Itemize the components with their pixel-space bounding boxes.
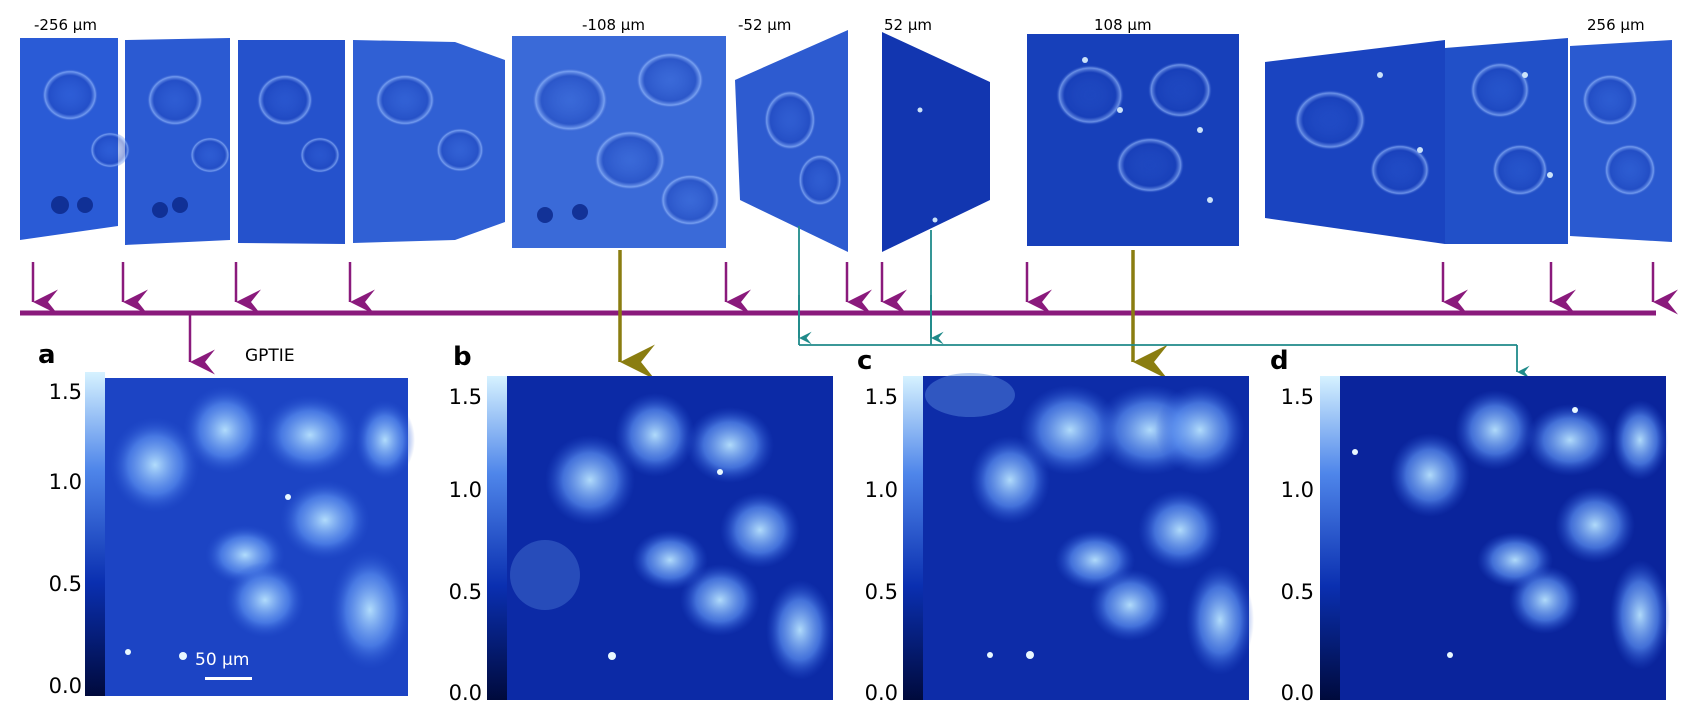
colorbar-tick: 0.0 <box>448 681 482 705</box>
panel-letter-c: c <box>857 346 873 376</box>
colorbar-tick: 0.0 <box>864 681 898 705</box>
depth-label: 108 µm <box>1094 16 1152 34</box>
intensity-stack <box>20 30 1672 252</box>
depth-label: -256 µm <box>34 16 97 34</box>
panel-letter-a: a <box>38 340 56 370</box>
colorbar-tick: 0.0 <box>48 674 82 698</box>
colorbar-tick: 0.5 <box>864 580 898 604</box>
depth-label: 52 µm <box>884 16 933 34</box>
olive-arrows <box>618 250 1168 380</box>
depth-label: -108 µm <box>582 16 645 34</box>
colorbar-tick: 1.5 <box>864 385 898 409</box>
stack-image-8 <box>1027 34 1239 246</box>
teal-arrows <box>798 226 1530 379</box>
colorbar-tick: 0.5 <box>48 572 82 596</box>
colorbar-c <box>903 376 923 700</box>
colorbar-d <box>1320 376 1340 700</box>
colorbar-tick: 1.0 <box>1280 478 1314 502</box>
scale-bar <box>205 677 252 680</box>
depth-label: -52 µm <box>738 16 792 34</box>
colorbar-tick: 1.0 <box>48 470 82 494</box>
stack-image-7 <box>882 32 990 252</box>
colorbar-tick: 1.5 <box>1280 385 1314 409</box>
panel-letter-d: d <box>1270 346 1289 376</box>
method-label-a: GPTIE <box>245 346 295 366</box>
panel-b <box>487 376 834 700</box>
colorbar-tick: 0.5 <box>1280 580 1314 604</box>
colorbar-tick: 1.5 <box>448 385 482 409</box>
stack-image-4 <box>353 40 505 243</box>
depth-axis <box>20 262 1678 375</box>
depth-label: 256 µm <box>1587 16 1645 34</box>
panel-a <box>85 372 415 696</box>
panel-c <box>903 373 1254 700</box>
colorbar-b <box>487 376 507 700</box>
colorbar-tick: 0.5 <box>448 580 482 604</box>
colorbar-a <box>85 372 105 696</box>
colorbar-tick: 1.5 <box>48 380 82 404</box>
stack-image-11 <box>1570 40 1672 242</box>
colorbar-tick: 0.0 <box>1280 681 1314 705</box>
scale-bar-label: 50 µm <box>195 650 250 670</box>
colorbar-tick: 1.0 <box>864 478 898 502</box>
stack-image-9 <box>1265 40 1445 244</box>
panel-d <box>1320 376 1670 700</box>
panel-letter-b: b <box>453 342 472 372</box>
colorbar-tick: 1.0 <box>448 478 482 502</box>
